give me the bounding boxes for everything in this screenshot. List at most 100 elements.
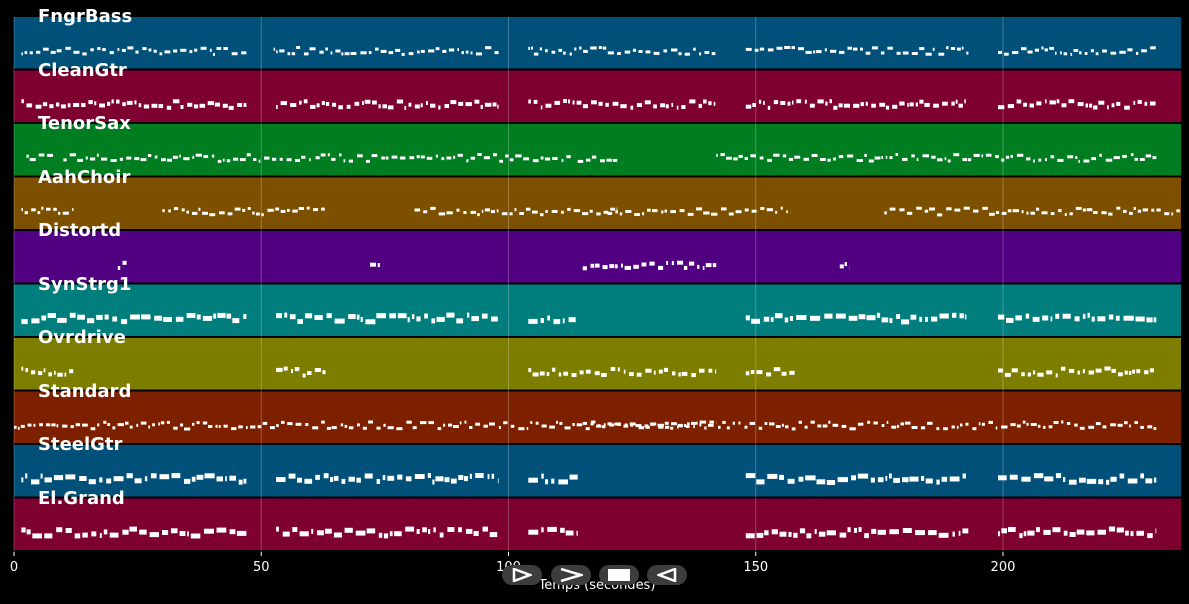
note bbox=[471, 316, 479, 322]
note bbox=[1110, 51, 1117, 55]
track-name-4: Distortd bbox=[38, 220, 122, 241]
note bbox=[430, 206, 436, 210]
note bbox=[209, 213, 216, 217]
note bbox=[958, 103, 963, 108]
note bbox=[330, 477, 334, 482]
note bbox=[1086, 208, 1093, 212]
note bbox=[1140, 473, 1144, 479]
note bbox=[1043, 529, 1051, 535]
note bbox=[44, 533, 53, 539]
fast-forward-button[interactable] bbox=[551, 565, 591, 585]
note bbox=[563, 51, 566, 55]
note bbox=[941, 476, 948, 482]
note bbox=[1011, 368, 1018, 373]
note bbox=[564, 426, 571, 430]
note bbox=[1067, 155, 1074, 159]
note bbox=[620, 104, 627, 109]
note bbox=[1012, 51, 1019, 54]
note bbox=[558, 479, 568, 485]
note bbox=[624, 423, 628, 427]
note bbox=[1007, 104, 1014, 109]
note bbox=[316, 103, 320, 108]
note bbox=[207, 101, 214, 106]
note bbox=[166, 105, 172, 110]
note bbox=[1070, 52, 1073, 56]
note bbox=[348, 159, 353, 163]
note bbox=[1132, 369, 1135, 374]
note bbox=[1093, 211, 1098, 214]
note bbox=[51, 423, 56, 427]
note bbox=[216, 527, 227, 533]
note bbox=[306, 206, 310, 210]
note bbox=[41, 315, 47, 321]
note bbox=[276, 526, 279, 532]
note bbox=[159, 474, 170, 480]
note bbox=[551, 478, 555, 484]
play-button[interactable] bbox=[502, 565, 542, 585]
note bbox=[661, 210, 664, 214]
note bbox=[1152, 156, 1157, 160]
note bbox=[1076, 529, 1085, 535]
note bbox=[1140, 425, 1144, 429]
note bbox=[764, 422, 768, 425]
note bbox=[261, 213, 264, 217]
note bbox=[490, 210, 495, 214]
note bbox=[576, 530, 578, 536]
note bbox=[465, 102, 472, 107]
note bbox=[366, 528, 376, 534]
note bbox=[397, 313, 407, 319]
note bbox=[552, 157, 558, 160]
note bbox=[202, 421, 208, 425]
note bbox=[446, 312, 455, 318]
note bbox=[902, 477, 909, 483]
note bbox=[428, 49, 435, 53]
note bbox=[915, 102, 918, 107]
note bbox=[867, 420, 871, 424]
note bbox=[804, 425, 808, 429]
note bbox=[85, 156, 88, 160]
note bbox=[420, 421, 427, 425]
note bbox=[636, 103, 642, 107]
note bbox=[464, 476, 468, 482]
note bbox=[612, 158, 618, 162]
note bbox=[576, 423, 583, 427]
note bbox=[951, 425, 955, 429]
note bbox=[344, 52, 350, 56]
note bbox=[528, 99, 531, 104]
note bbox=[780, 206, 783, 210]
stop-button[interactable] bbox=[599, 565, 639, 585]
note bbox=[256, 212, 260, 216]
note bbox=[416, 316, 421, 322]
note bbox=[895, 153, 899, 156]
note bbox=[477, 213, 480, 217]
note bbox=[509, 158, 514, 162]
note bbox=[1127, 478, 1138, 484]
note bbox=[1082, 313, 1086, 319]
note bbox=[496, 209, 499, 213]
x-tick-label: 50 bbox=[252, 560, 270, 575]
note bbox=[222, 158, 225, 162]
note bbox=[214, 102, 220, 107]
note bbox=[314, 368, 321, 372]
note bbox=[216, 47, 222, 50]
note bbox=[1101, 211, 1107, 215]
note bbox=[87, 318, 95, 324]
note bbox=[67, 103, 71, 108]
rewind-button[interactable] bbox=[647, 565, 687, 585]
note bbox=[910, 314, 917, 320]
note bbox=[154, 315, 163, 321]
note bbox=[563, 371, 569, 376]
note bbox=[227, 212, 233, 216]
note bbox=[572, 100, 575, 105]
note bbox=[250, 425, 256, 429]
note bbox=[601, 373, 607, 377]
note bbox=[633, 264, 639, 269]
note bbox=[196, 474, 204, 480]
note bbox=[865, 51, 871, 55]
note bbox=[1090, 49, 1094, 53]
note bbox=[442, 49, 447, 53]
note bbox=[281, 420, 285, 424]
note bbox=[387, 105, 394, 110]
note bbox=[112, 426, 116, 430]
note bbox=[962, 528, 969, 534]
